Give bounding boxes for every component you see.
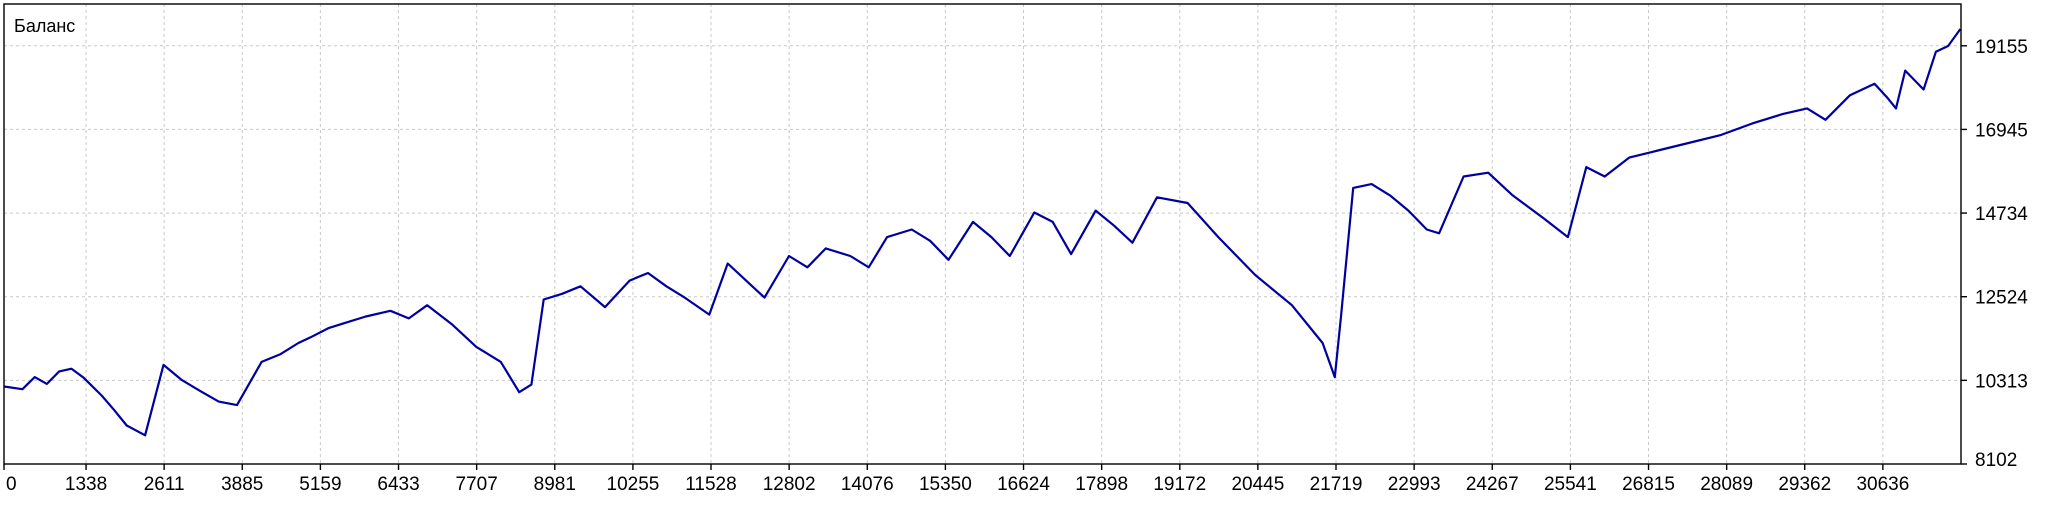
x-tick-label: 5159 (299, 474, 341, 495)
x-tick-label: 28089 (1700, 474, 1753, 495)
x-tick-label: 16624 (997, 474, 1050, 495)
x-tick-label: 6433 (377, 474, 419, 495)
x-tick-label: 8981 (534, 474, 576, 495)
x-axis: 0 1338 2611 3885 5159 6433 7707 8981 10255 11528 1… (3, 464, 1909, 495)
plot-frame (3, 3, 1962, 465)
x-tick-label: 26815 (1622, 474, 1675, 495)
x-tick-label: 2611 (144, 474, 185, 495)
y-tick-label: 12524 (1975, 288, 2028, 309)
y-tick-label: 16945 (1975, 120, 2028, 141)
series-layer (3, 28, 1962, 437)
y-axis: 8102 10313 12524 14734 16945 19155 (1961, 37, 2028, 471)
x-tick-label: 14076 (841, 474, 894, 495)
x-tick-label: 20445 (1231, 474, 1284, 495)
x-tick-label: 10255 (607, 474, 660, 495)
chart-title: Баланс (14, 16, 75, 36)
balance-series-line (3, 28, 1962, 437)
x-tick-label: 12802 (763, 474, 816, 495)
x-tick-label: 7707 (456, 474, 498, 495)
x-tick-label: 21719 (1310, 474, 1363, 495)
x-tick-label: 30636 (1856, 474, 1909, 495)
x-tick-label: 25541 (1544, 474, 1597, 495)
grid-layer (4, 4, 1961, 464)
x-tick-label: 24267 (1466, 474, 1519, 495)
x-tick-label: 15350 (919, 474, 972, 495)
y-tick-label: 10313 (1975, 371, 2028, 392)
y-tick-label: 8102 (1975, 450, 2017, 471)
x-tick-label: 1338 (65, 474, 107, 495)
x-tick-label: 11528 (685, 474, 736, 495)
x-tick-label: 29362 (1778, 474, 1831, 495)
x-tick-label: 3885 (221, 474, 263, 495)
y-tick-label: 19155 (1975, 37, 2028, 58)
y-tick-label: 14734 (1975, 204, 2028, 225)
x-tick-label: 0 (6, 474, 17, 495)
x-tick-label: 17898 (1075, 474, 1128, 495)
x-tick-label: 19172 (1153, 474, 1206, 495)
x-tick-label: 22993 (1388, 474, 1441, 495)
